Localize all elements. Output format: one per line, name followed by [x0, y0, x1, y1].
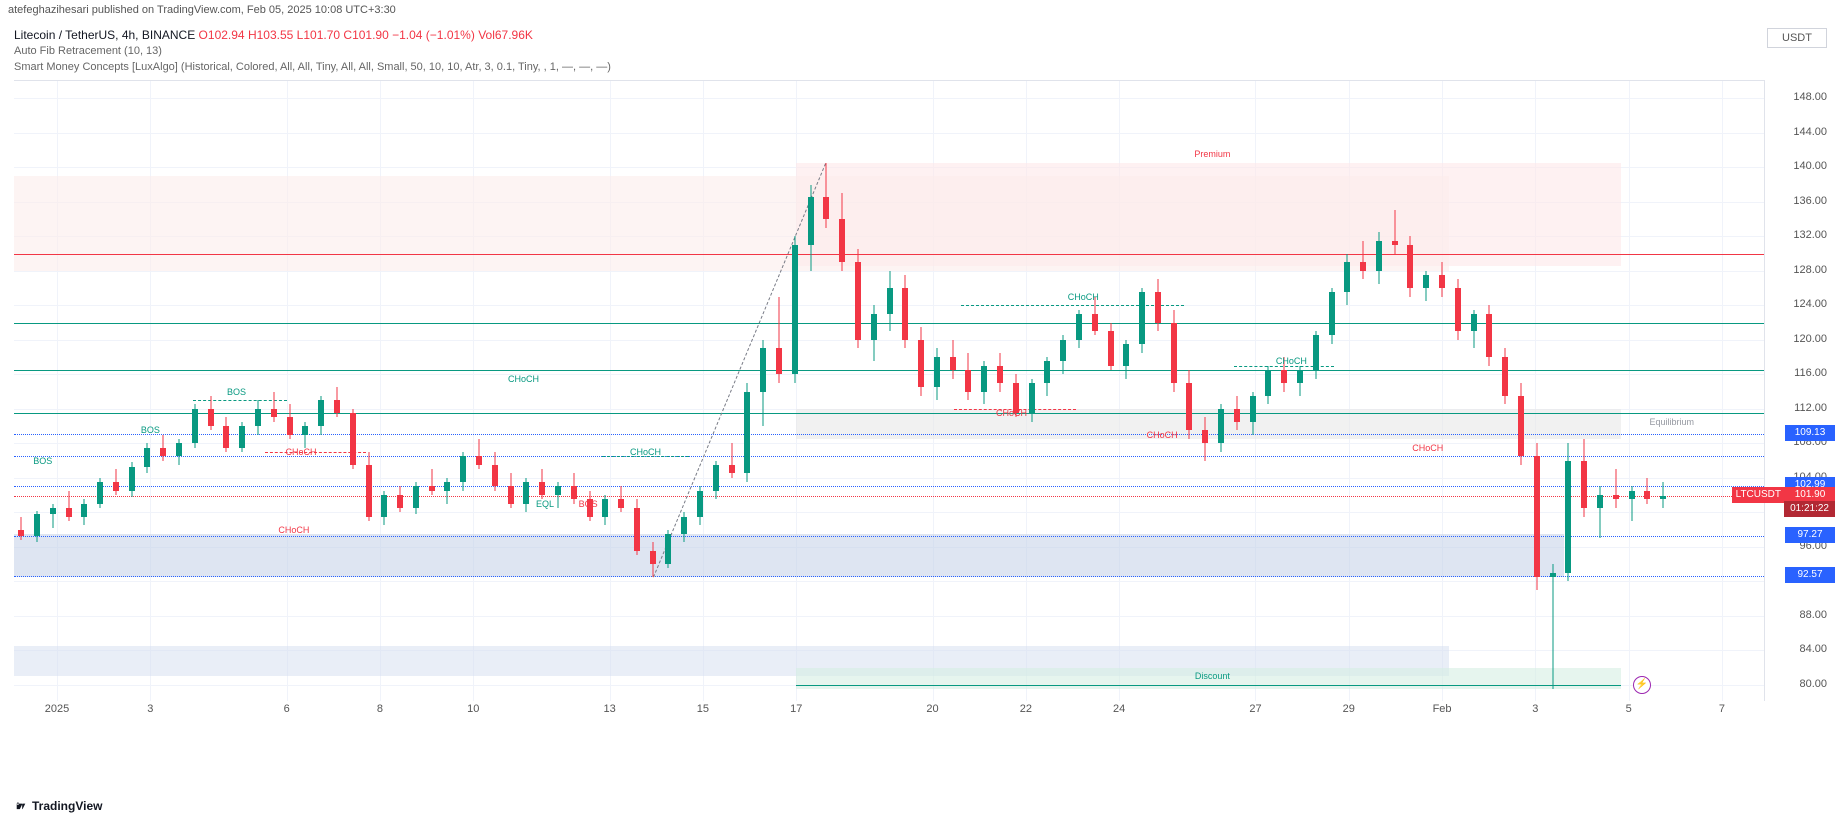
price-zone [14, 534, 1564, 577]
horizontal-line [14, 254, 1764, 255]
dotted-line [14, 536, 1764, 537]
indicator-2: Smart Money Concepts [LuxAlgo] (Historic… [14, 60, 611, 75]
price-tag: 01:21:22 [1784, 501, 1835, 517]
price-zone [14, 176, 1449, 271]
structure-tag: CHoCH [508, 374, 539, 384]
price-tag: 109.13 [1785, 425, 1835, 441]
x-tick-label: Feb [1433, 703, 1452, 715]
gridline-v [287, 81, 288, 701]
y-tick-label: 84.00 [1799, 643, 1827, 655]
gridline-v [57, 81, 58, 701]
structure-tag: CHoCH [630, 447, 661, 457]
x-tick-label: 15 [697, 703, 709, 715]
gridline-v [1722, 81, 1723, 701]
currency-label: USDT [1767, 28, 1827, 48]
x-tick-label: 2025 [45, 703, 69, 715]
x-tick-label: 29 [1343, 703, 1355, 715]
x-tick-label: 22 [1020, 703, 1032, 715]
y-tick-label: 124.00 [1793, 298, 1827, 310]
y-tick-label: 140.00 [1793, 160, 1827, 172]
volume: Vol67.96K [478, 28, 533, 42]
x-tick-label: 8 [377, 703, 383, 715]
structure-tag: CHoCH [1276, 356, 1307, 366]
dotted-line [14, 496, 1764, 497]
ohlc-close: C101.90 [343, 28, 388, 42]
horizontal-line [796, 685, 1621, 686]
y-tick-label: 120.00 [1793, 333, 1827, 345]
x-tick-label: 3 [147, 703, 153, 715]
structure-tag: EQL [536, 499, 554, 509]
chart-area[interactable]: BOS BOS BOS CHoCH CHoCH CHoCH EQL BOS CHoCH CHoCH… [14, 80, 1765, 701]
symbol-info: Litecoin / TetherUS, 4h, BINANCE O102.94… [14, 28, 611, 76]
price-tag: 97.27 [1785, 527, 1835, 543]
ohlc-open: O102.94 [199, 28, 245, 42]
x-tick-label: 17 [790, 703, 802, 715]
structure-tag: BOS [33, 456, 52, 466]
structure-tag: CHoCH [278, 525, 309, 535]
x-tick-label: 6 [284, 703, 290, 715]
replay-icon[interactable]: ⚡ [1633, 676, 1651, 694]
x-tick-label: 5 [1626, 703, 1632, 715]
x-tick-label: 27 [1249, 703, 1261, 715]
gridline-v [473, 81, 474, 701]
gridline-h [14, 616, 1764, 617]
gridline-h [14, 581, 1764, 582]
indicator-1: Auto Fib Retracement (10, 13) [14, 44, 611, 59]
x-tick-label: 13 [604, 703, 616, 715]
ohlc-low: L101.70 [297, 28, 340, 42]
dotted-line [14, 486, 1764, 487]
structure-tag: Equilibrium [1649, 417, 1694, 427]
gridline-v [610, 81, 611, 701]
gridline-v [1629, 81, 1630, 701]
gridline-v [380, 81, 381, 701]
x-tick-label: 20 [926, 703, 938, 715]
y-tick-label: 144.00 [1793, 126, 1827, 138]
y-tick-label: 132.00 [1793, 229, 1827, 241]
gridline-h [14, 443, 1764, 444]
dotted-line [14, 434, 1764, 435]
structure-tag: BOS [227, 387, 246, 397]
x-tick-label: 3 [1532, 703, 1538, 715]
gridline-h [14, 340, 1764, 341]
dotted-line [14, 456, 1764, 457]
y-tick-label: 128.00 [1793, 264, 1827, 276]
dotted-line [14, 576, 1764, 577]
symbol-name: Litecoin / TetherUS, 4h, BINANCE [14, 28, 195, 42]
y-tick-label: 136.00 [1793, 195, 1827, 207]
x-tick-label: 10 [467, 703, 479, 715]
structure-tag: Premium [1194, 149, 1230, 159]
tradingview-logo: TradingView [14, 799, 102, 813]
x-tick-label: 24 [1113, 703, 1125, 715]
structure-tag: CHoCH [1068, 292, 1099, 302]
structure-tag: CHoCH [1147, 430, 1178, 440]
tv-logo-icon [14, 799, 28, 813]
gridline-h [14, 98, 1764, 99]
structure-tag: BOS [579, 499, 598, 509]
y-tick-label: 148.00 [1793, 91, 1827, 103]
structure-tag: Discount [1195, 671, 1230, 681]
ohlc-change: −1.04 (−1.01%) [392, 28, 475, 42]
structure-tag: CHoCH [1412, 443, 1443, 453]
y-tick-label: 80.00 [1799, 678, 1827, 690]
y-tick-label: 112.00 [1794, 402, 1827, 414]
structure-tag: CHoCH [286, 447, 317, 457]
gridline-v [150, 81, 151, 701]
price-tag: 92.57 [1785, 567, 1835, 583]
gridline-h [14, 478, 1764, 479]
time-axis[interactable]: 2025 3 6 8 10 13 15 17 20 22 24 27 29 Feb 3 5 7 [14, 703, 1765, 721]
x-tick-label: 7 [1719, 703, 1725, 715]
ohlc-high: H103.55 [248, 28, 293, 42]
y-tick-label: 116.00 [1794, 367, 1827, 379]
y-tick-label: 88.00 [1799, 609, 1827, 621]
price-axis[interactable]: 80.0084.0088.0092.0096.00104.00108.00112… [1771, 80, 1835, 701]
publish-header: atefeghazihesari published on TradingVie… [0, 0, 1835, 22]
gridline-v [703, 81, 704, 701]
gridline-h [14, 512, 1764, 513]
structure-tag: BOS [141, 425, 160, 435]
structure-segment [961, 305, 1183, 306]
gridline-h [14, 133, 1764, 134]
structure-tag: CHoCH [996, 408, 1027, 418]
